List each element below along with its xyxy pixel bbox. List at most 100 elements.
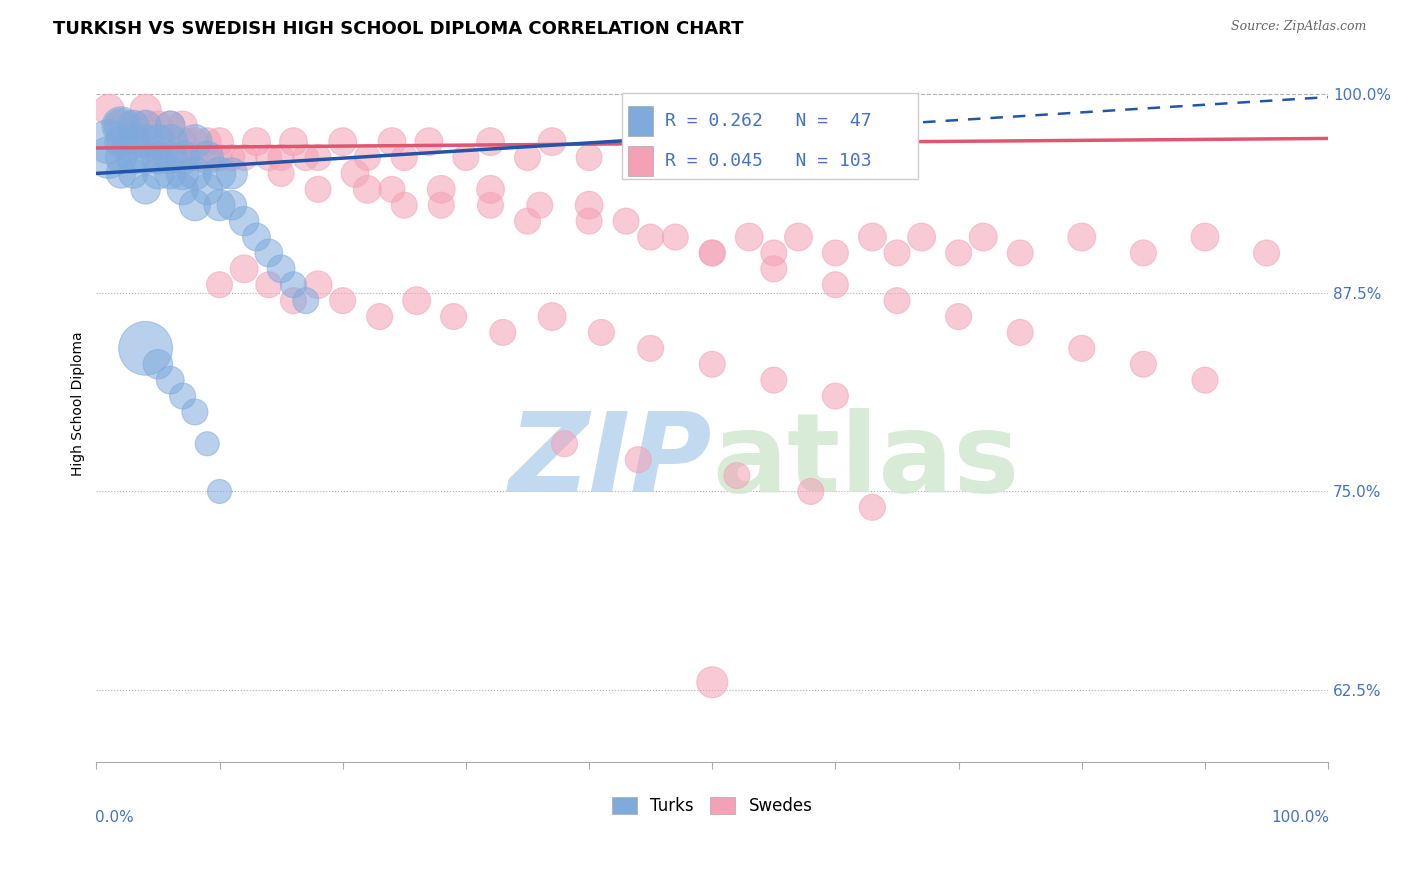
Point	[529, 198, 551, 212]
Point	[110, 119, 132, 133]
Point	[135, 182, 157, 196]
Text: Source: ZipAtlas.com: Source: ZipAtlas.com	[1232, 20, 1367, 33]
Point	[381, 182, 404, 196]
Point	[394, 151, 416, 165]
Text: ZIP: ZIP	[509, 408, 713, 515]
Point	[405, 293, 427, 308]
Point	[257, 151, 280, 165]
Point	[479, 135, 502, 149]
Point	[172, 151, 194, 165]
Point	[221, 151, 243, 165]
Point	[430, 182, 453, 196]
Point	[886, 246, 908, 260]
Point	[184, 135, 207, 149]
Point	[184, 151, 207, 165]
Point	[270, 151, 292, 165]
Point	[122, 119, 145, 133]
Point	[172, 182, 194, 196]
Point	[283, 277, 305, 292]
Point	[195, 135, 218, 149]
Point	[283, 135, 305, 149]
Point	[233, 151, 256, 165]
Point	[245, 135, 267, 149]
Point	[110, 119, 132, 133]
Point	[972, 230, 994, 244]
Point	[146, 166, 169, 180]
Point	[270, 166, 292, 180]
Text: atlas: atlas	[713, 408, 1019, 515]
Point	[1070, 230, 1092, 244]
Point	[172, 135, 194, 149]
Point	[110, 135, 132, 149]
Point	[135, 119, 157, 133]
Point	[135, 103, 157, 117]
Point	[135, 135, 157, 149]
Point	[762, 261, 785, 276]
Point	[1256, 246, 1278, 260]
Point	[172, 151, 194, 165]
Point	[283, 293, 305, 308]
Point	[184, 166, 207, 180]
Point	[702, 246, 724, 260]
Point	[479, 182, 502, 196]
Point	[294, 293, 316, 308]
Point	[738, 230, 761, 244]
Point	[294, 151, 316, 165]
Point	[221, 198, 243, 212]
Point	[208, 484, 231, 499]
Point	[159, 151, 181, 165]
Legend: Turks, Swedes: Turks, Swedes	[605, 790, 820, 822]
Point	[208, 135, 231, 149]
Point	[1194, 373, 1216, 387]
Point	[233, 261, 256, 276]
Point	[911, 230, 934, 244]
Point	[146, 151, 169, 165]
Point	[245, 230, 267, 244]
Point	[97, 103, 120, 117]
Point	[1010, 326, 1032, 340]
Point	[208, 277, 231, 292]
Point	[122, 119, 145, 133]
Point	[221, 166, 243, 180]
Point	[762, 246, 785, 260]
Point	[307, 151, 329, 165]
Point	[1132, 246, 1154, 260]
Point	[159, 373, 181, 387]
Point	[824, 246, 846, 260]
Point	[368, 310, 391, 324]
Point	[146, 151, 169, 165]
Point	[184, 135, 207, 149]
Point	[492, 326, 515, 340]
Point	[257, 246, 280, 260]
Text: R = 0.262   N =  47: R = 0.262 N = 47	[665, 112, 872, 130]
Point	[195, 151, 218, 165]
Point	[664, 230, 686, 244]
Point	[394, 198, 416, 212]
Point	[97, 135, 120, 149]
Point	[1194, 230, 1216, 244]
Point	[443, 310, 465, 324]
Point	[344, 166, 367, 180]
Point	[1070, 342, 1092, 356]
Point	[356, 182, 378, 196]
Point	[97, 151, 120, 165]
Point	[208, 151, 231, 165]
Point	[1010, 246, 1032, 260]
Text: TURKISH VS SWEDISH HIGH SCHOOL DIPLOMA CORRELATION CHART: TURKISH VS SWEDISH HIGH SCHOOL DIPLOMA C…	[53, 20, 744, 37]
Point	[195, 151, 218, 165]
Text: 0.0%: 0.0%	[96, 811, 134, 825]
Point	[135, 342, 157, 356]
FancyBboxPatch shape	[623, 93, 918, 178]
Point	[578, 198, 600, 212]
Point	[184, 405, 207, 419]
Point	[110, 119, 132, 133]
Point	[787, 230, 810, 244]
Point	[430, 198, 453, 212]
Point	[110, 166, 132, 180]
Text: R = 0.045   N = 103: R = 0.045 N = 103	[665, 152, 872, 169]
Bar	[628, 145, 654, 176]
Point	[146, 357, 169, 371]
Point	[516, 151, 538, 165]
Point	[110, 135, 132, 149]
Bar	[628, 106, 654, 136]
